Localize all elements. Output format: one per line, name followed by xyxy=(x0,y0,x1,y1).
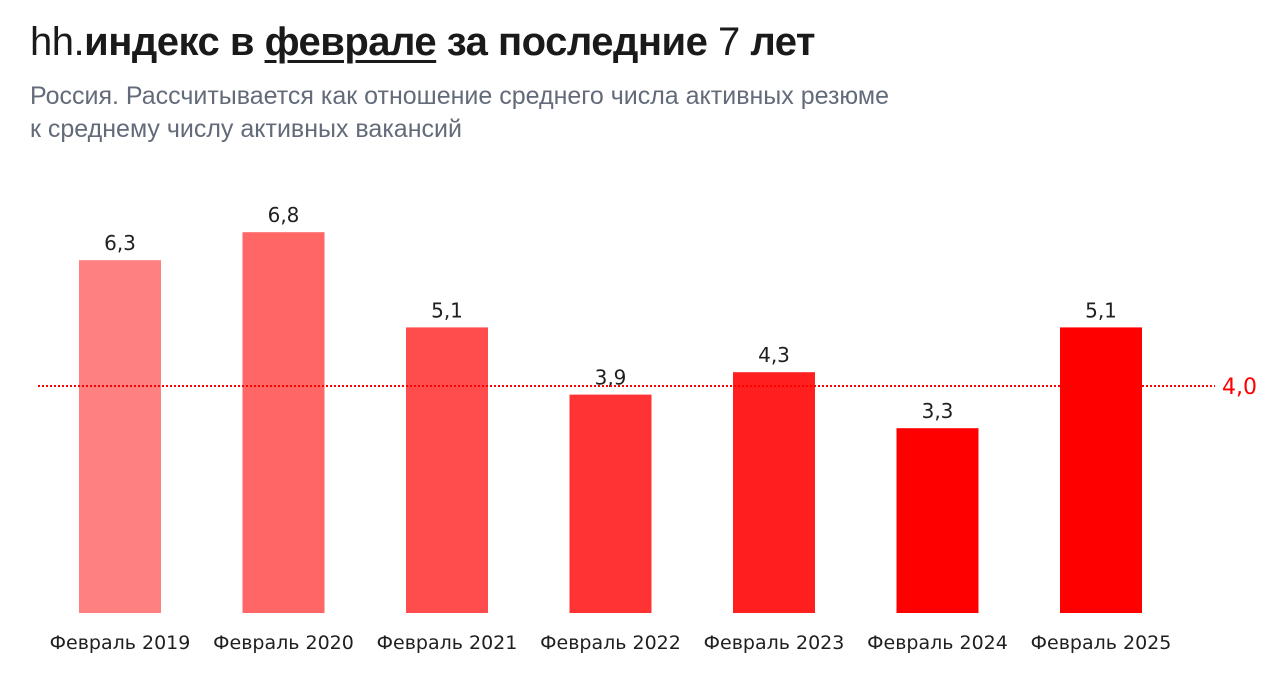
bar-2 xyxy=(242,232,325,613)
bars-group xyxy=(79,232,1142,613)
title-underlined-word: феврале xyxy=(264,20,437,64)
title-prefix: hh. xyxy=(30,20,85,64)
category-label: Февраль 2020 xyxy=(213,632,354,654)
value-label: 6,3 xyxy=(104,231,136,255)
category-label: Февраль 2023 xyxy=(704,632,845,654)
value-label: 6,8 xyxy=(268,203,300,227)
category-label: Февраль 2022 xyxy=(540,632,681,654)
title-number: 7 xyxy=(717,20,740,64)
chart-subtitle: Россия. Рассчитывается как отношение сре… xyxy=(30,80,1130,146)
subtitle-line-1: Россия. Рассчитывается как отношение сре… xyxy=(30,82,889,110)
value-label: 5,1 xyxy=(431,298,463,322)
title-part-1: индекс в xyxy=(84,20,265,64)
reference-line-group: 4,0 xyxy=(38,375,1257,400)
value-label: 5,1 xyxy=(1085,298,1117,322)
category-label: Февраль 2025 xyxy=(1031,632,1172,654)
bar-6 xyxy=(896,428,979,613)
title-part-2: за последние xyxy=(436,20,718,64)
bar-5 xyxy=(733,372,815,613)
bar-7 xyxy=(1060,327,1142,613)
bar-1 xyxy=(79,260,161,613)
value-label: 3,3 xyxy=(922,399,954,423)
subtitle-line-2: к среднему числу активных вакансий xyxy=(30,115,462,143)
category-label: Февраль 2024 xyxy=(867,632,1008,654)
reference-line-label: 4,0 xyxy=(1222,375,1257,400)
category-labels-group: Февраль 2019 Февраль 2020 Февраль 2021 Февр… xyxy=(50,632,1172,654)
bar-3 xyxy=(406,327,488,613)
chart-title: hh.индекс в феврале за последние 7 лет xyxy=(30,16,816,68)
category-label: Февраль 2021 xyxy=(377,632,518,654)
value-labels-group: 6,36,85,13,94,33,35,1 xyxy=(104,203,1117,423)
title-part-3: лет xyxy=(739,20,816,64)
category-label: Февраль 2019 xyxy=(50,632,191,654)
bar-4 xyxy=(569,394,652,613)
value-label: 4,3 xyxy=(758,343,790,367)
